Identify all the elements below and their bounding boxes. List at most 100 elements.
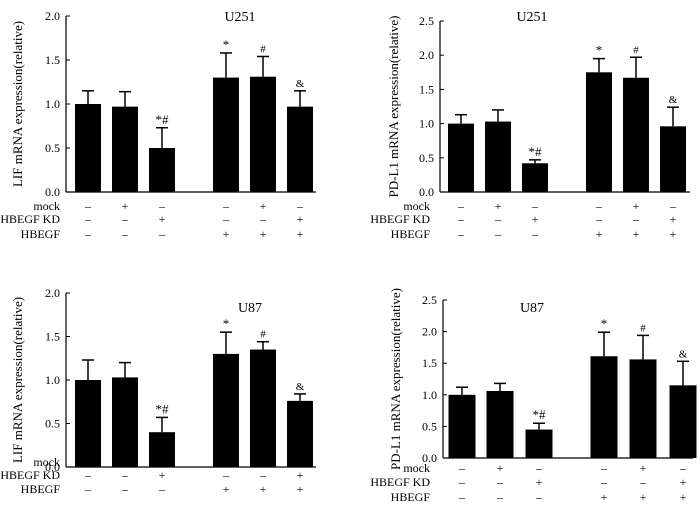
bar (629, 359, 657, 458)
condition-mark: + (640, 490, 647, 504)
y-tick-label: 2.0 (45, 9, 60, 23)
y-tick-label: 1.5 (422, 356, 437, 370)
y-tick-label: 1.0 (422, 388, 437, 402)
bar (287, 400, 313, 467)
bar (250, 76, 276, 192)
condition-mark: – (84, 468, 92, 482)
condition-mark: + (680, 475, 687, 489)
significance-mark: *# (533, 407, 547, 422)
bar (590, 356, 618, 458)
condition-label: HBEGF (21, 482, 61, 496)
condition-mark: + (260, 482, 267, 496)
y-tick-label: 1.0 (45, 97, 60, 111)
chart-title: U251 (516, 10, 547, 25)
condition-mark: + (122, 455, 129, 469)
condition-mark: – (121, 468, 129, 482)
y-tick-label: 1.5 (419, 82, 434, 96)
significance-mark: & (296, 381, 305, 393)
y-tick-label: 0.5 (45, 417, 60, 431)
y-tick-label: 0.0 (422, 451, 437, 465)
condition-mark: + (297, 482, 304, 496)
condition-mark: – (531, 227, 539, 241)
bar (660, 126, 686, 192)
condition-label: mock (33, 199, 60, 213)
bar (287, 106, 313, 192)
y-tick-label: 0.0 (419, 185, 434, 199)
condition-mark: – (457, 212, 465, 226)
chart-title: U251 (224, 10, 255, 25)
condition-mark: – (679, 461, 687, 475)
condition-mark: + (260, 455, 267, 469)
condition-mark: + (122, 199, 129, 213)
condition-mark: + (159, 212, 166, 226)
chart-panel-1: U251 LIF mRNA expression(relative) 0.0 0.5 1… (0, 9, 316, 241)
condition-mark: – (669, 199, 677, 213)
chart-title: U87 (238, 301, 262, 316)
chart-panel-4: U87 PD-L1 mRNA expression(relative) 0.0 0.5… (370, 288, 697, 504)
bar (448, 123, 474, 192)
bar (250, 349, 276, 467)
significance-mark: *# (156, 112, 170, 127)
condition-mark: + (297, 227, 304, 241)
condition-mark: – (222, 199, 230, 213)
bar (586, 72, 612, 192)
condition-mark: – (496, 475, 504, 489)
condition-mark: + (596, 227, 603, 241)
y-tick-label: 2.5 (422, 293, 437, 307)
condition-mark: – (84, 199, 92, 213)
condition-mark: – (222, 212, 230, 226)
chart-panel-3: U87 LIF mRNA expression(relative) 0.0 0.5 1.… (0, 286, 316, 496)
significance-mark: * (223, 37, 230, 52)
condition-mark: – (496, 490, 504, 504)
y-tick-label: 2.5 (419, 14, 434, 28)
condition-mark: + (495, 199, 502, 213)
significance-mark: * (223, 316, 230, 331)
y-axis-label: LIF mRNA expression(relative) (10, 297, 25, 463)
condition-label: HBEGF KD (370, 212, 430, 226)
bar (149, 432, 175, 467)
y-tick-label: 0.5 (45, 141, 60, 155)
y-tick-label: 0.5 (422, 419, 437, 433)
condition-mark: – (84, 482, 92, 496)
condition-mark: – (222, 468, 230, 482)
condition-label: HBEGF KD (370, 475, 430, 489)
condition-mark: – (458, 461, 466, 475)
y-tick-label: 0.0 (45, 185, 60, 199)
condition-mark: + (640, 461, 647, 475)
condition-label: HBEGF (391, 227, 431, 241)
bar (75, 380, 101, 467)
significance-mark: # (260, 43, 266, 55)
bar (623, 77, 649, 192)
condition-mark: – (535, 461, 543, 475)
bar (75, 104, 101, 192)
condition-mark: – (259, 468, 267, 482)
condition-mark: – (296, 199, 304, 213)
condition-mark: – (600, 475, 608, 489)
condition-mark: – (639, 475, 647, 489)
condition-mark: – (458, 490, 466, 504)
y-tick-label: 0.5 (419, 151, 434, 165)
condition-mark: + (680, 490, 687, 504)
condition-mark: – (84, 455, 92, 469)
condition-mark: + (260, 199, 267, 213)
bar (112, 377, 138, 467)
y-tick-label: 0.0 (45, 460, 60, 474)
chart-panel-2: U251 PD-L1 mRNA expression(relative) 0.0 0.… (370, 10, 690, 241)
condition-mark: + (223, 482, 230, 496)
y-tick-label: 2.0 (419, 48, 434, 62)
condition-mark: + (532, 212, 539, 226)
y-tick-label: 2.0 (45, 286, 60, 300)
condition-mark: – (632, 212, 640, 226)
significance-mark: # (640, 322, 646, 334)
chart-title: U87 (520, 301, 544, 316)
condition-mark: + (633, 227, 640, 241)
condition-mark: + (297, 468, 304, 482)
condition-mark: + (536, 475, 543, 489)
y-axis-label: LIF mRNA expression(relative) (10, 21, 25, 187)
condition-mark: – (259, 212, 267, 226)
condition-mark: – (458, 475, 466, 489)
condition-mark: + (159, 468, 166, 482)
condition-label: HBEGF KD (0, 212, 60, 226)
condition-mark: – (121, 227, 129, 241)
